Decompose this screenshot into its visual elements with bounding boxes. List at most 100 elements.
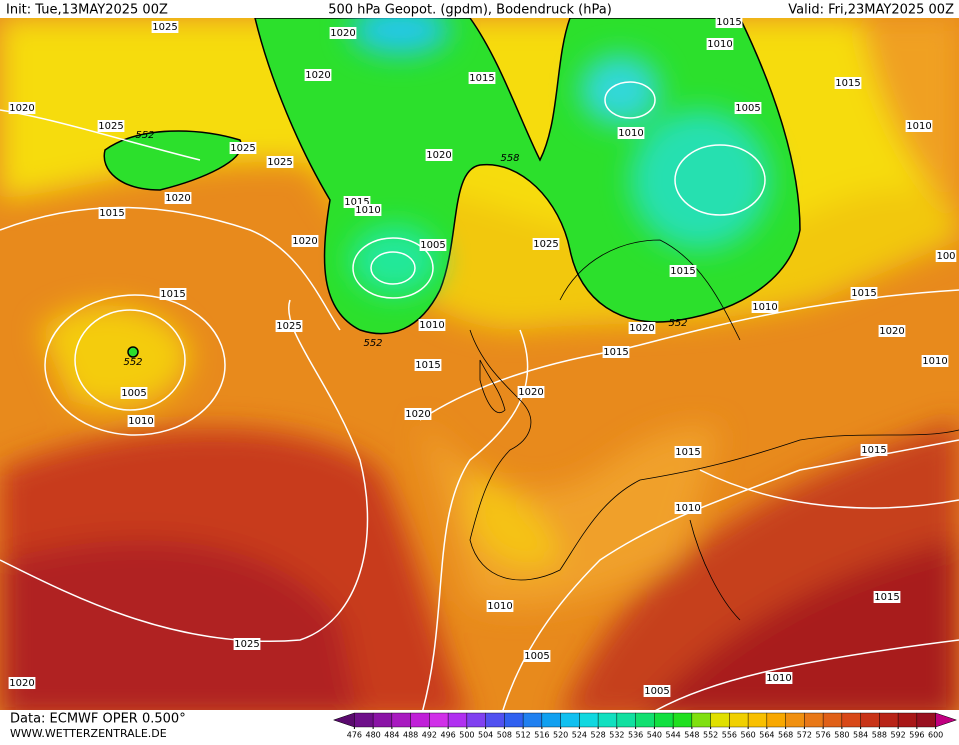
- colorbar-tick-label: 588: [872, 731, 887, 740]
- colorbar-tick-label: 544: [665, 731, 680, 740]
- label-box: [860, 444, 888, 456]
- contour-label: 1005: [121, 388, 146, 399]
- colorbar-cell: [522, 712, 543, 728]
- colorbar-cell: [391, 712, 411, 728]
- label-box: [414, 359, 442, 371]
- label-box: [834, 77, 862, 89]
- contour-label: 1015: [99, 208, 124, 219]
- contour-label: 1025: [276, 321, 301, 332]
- contour-label: 558: [500, 153, 519, 164]
- colorbar-tick-label: 496: [440, 731, 455, 740]
- colorbar-cell: [579, 712, 599, 728]
- colorbar-cell: [504, 712, 524, 728]
- contour-label: 100: [936, 251, 955, 262]
- colorbar-cell: [691, 712, 711, 728]
- contour-label: 1020: [629, 323, 654, 334]
- label-box: [266, 156, 294, 168]
- contour-label: 1005: [735, 103, 760, 114]
- colorbar-cell: [841, 712, 861, 728]
- contour-label: 1025: [98, 121, 123, 132]
- contour-label: 1010: [922, 356, 947, 367]
- contour-label: 1015: [469, 73, 494, 84]
- contour-label: 1015: [716, 17, 741, 28]
- contour-label: 1020: [330, 28, 355, 39]
- contour-label: 1005: [644, 686, 669, 697]
- contour-labels: 5525585525525521025102010151010102010251…: [8, 16, 957, 697]
- colorbar-tick-label: 476: [347, 731, 362, 740]
- colorbar-tick-label: 592: [890, 731, 905, 740]
- contour-label: 1020: [9, 678, 34, 689]
- label-box: [486, 600, 514, 612]
- label-box: [159, 288, 187, 300]
- label-box: [765, 672, 793, 684]
- contour-label: 1010: [752, 302, 777, 313]
- colorbar-cell: [860, 712, 880, 728]
- label-box: [8, 102, 36, 114]
- contour-label: 1020: [426, 150, 451, 161]
- label-box: [674, 502, 702, 514]
- colorbar-tick-label: 596: [909, 731, 924, 740]
- label-box: [643, 685, 671, 697]
- colorbar-tick-label: 536: [628, 731, 643, 740]
- colorbar-cell: [541, 712, 561, 728]
- colorbar-tick-label: 516: [534, 731, 549, 740]
- label-box: [8, 677, 36, 689]
- contour-label: 1015: [344, 197, 369, 208]
- label-box: [120, 387, 148, 399]
- contour-label: 1020: [518, 387, 543, 398]
- contour-label: 552: [135, 130, 154, 141]
- colorbar-tick-label: 580: [834, 731, 849, 740]
- label-box: [617, 127, 645, 139]
- colorbar-cell: [897, 712, 918, 728]
- colorbar-tick-label: 500: [459, 731, 474, 740]
- contour-label: 1010: [618, 128, 643, 139]
- colorbar-tick-label: 488: [403, 731, 418, 740]
- contour-label: 1010: [128, 416, 153, 427]
- contour-label: 552: [363, 338, 382, 349]
- colorbar-tick-label: 480: [365, 731, 380, 740]
- label-box: [275, 320, 303, 332]
- label-box: [628, 322, 656, 334]
- colorbar-cell: [785, 712, 805, 728]
- contour-label: 1025: [267, 157, 292, 168]
- contour-label: 1015: [861, 445, 886, 456]
- label-box: [304, 69, 332, 81]
- label-box: [127, 415, 155, 427]
- contour-label: 1015: [670, 266, 695, 277]
- contour-label: 1020: [879, 326, 904, 337]
- colorbar-tick-label: 576: [815, 731, 830, 740]
- label-box: [354, 204, 382, 216]
- contour-label: 1020: [165, 193, 190, 204]
- colorbar-arrow: [935, 712, 958, 728]
- contour-label: 1020: [9, 103, 34, 114]
- label-box: [734, 102, 762, 114]
- label-box: [523, 650, 551, 662]
- label-box: [229, 142, 257, 154]
- map-title: 500 hPa Geopot. (gpdm), Bodendruck (hPa): [328, 3, 612, 18]
- label-box: [935, 250, 957, 262]
- contour-label: 1015: [415, 360, 440, 371]
- colorbar-tick-label: 548: [684, 731, 699, 740]
- contour-label: 1010: [766, 673, 791, 684]
- contour-label: 1010: [707, 39, 732, 50]
- colorbar-cell: [729, 712, 749, 728]
- colorbar-cell: [429, 712, 449, 728]
- contour-label: 1010: [906, 121, 931, 132]
- contour-label: 1015: [851, 288, 876, 299]
- contour-label: 1025: [230, 143, 255, 154]
- contour-label: 1015: [603, 347, 628, 358]
- label-box: [674, 446, 702, 458]
- label-box: [164, 192, 192, 204]
- colorbar-tick-label: 568: [778, 731, 793, 740]
- colorbar-cell: [766, 712, 786, 728]
- colorbar-cell: [710, 712, 730, 728]
- label-box: [850, 287, 878, 299]
- contour-label: 1010: [675, 503, 700, 514]
- colorbar-tick-label: 528: [590, 731, 605, 740]
- label-box: [98, 207, 126, 219]
- colorbar-tick-label: 504: [478, 731, 493, 740]
- colorbar-cell: [822, 712, 843, 728]
- colorbar-cell: [354, 712, 374, 728]
- contour-label: 552: [668, 318, 687, 329]
- label-box: [706, 38, 734, 50]
